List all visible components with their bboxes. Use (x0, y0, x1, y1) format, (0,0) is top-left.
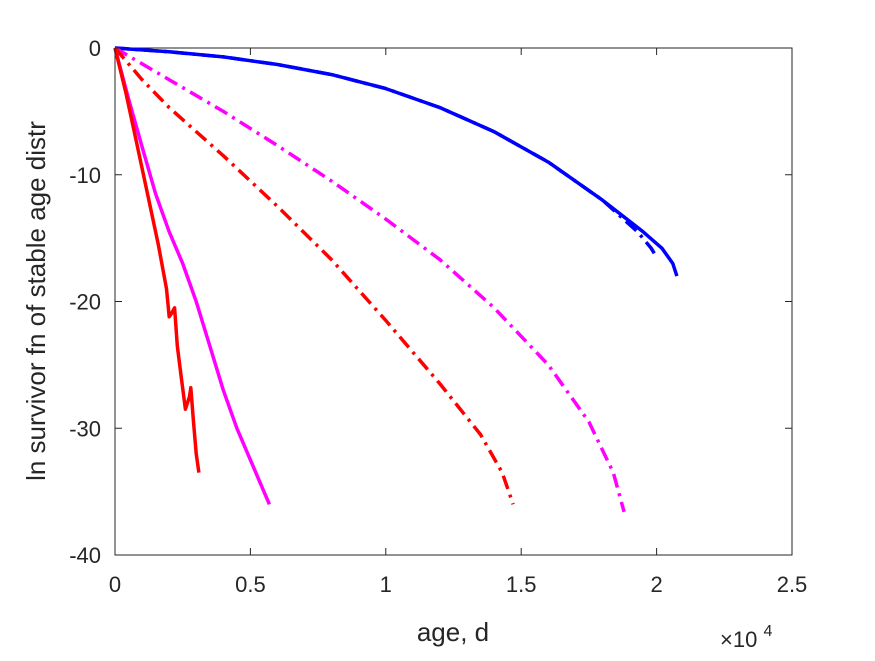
x-tick-label: 2 (650, 572, 662, 597)
x-exponent-base: ×10 (720, 627, 757, 652)
x-tick-label: 0.5 (235, 572, 266, 597)
y-tick-label: -20 (69, 290, 101, 315)
series-line-4 (113, 46, 515, 505)
plot-area (114, 47, 793, 556)
x-tick-label: 2.5 (777, 572, 808, 597)
x-tick-label: 1.5 (506, 572, 537, 597)
y-tick-label: -10 (69, 163, 101, 188)
x-tick-label: 0 (109, 572, 121, 597)
series-layer (113, 46, 679, 513)
x-tick-label: 1 (380, 572, 392, 597)
x-axis-label: age, d (417, 617, 489, 647)
y-tick-label: 0 (89, 36, 101, 61)
x-exponent-power: 4 (763, 623, 772, 640)
y-axis-label: ln survivor fn of stable age distr (21, 121, 51, 481)
series-line-6 (113, 47, 201, 473)
y-tick-label: -40 (69, 543, 101, 568)
series-line-2 (114, 46, 659, 259)
tick-layer: 0 0.5 1 1.5 2 2.5 0 -10 -20 -30 -40 (69, 36, 807, 597)
series-line-5 (113, 47, 272, 505)
series-line-3 (114, 46, 626, 513)
y-tick-label: -30 (69, 416, 101, 441)
x-exponent-label: ×10 4 (720, 623, 772, 652)
